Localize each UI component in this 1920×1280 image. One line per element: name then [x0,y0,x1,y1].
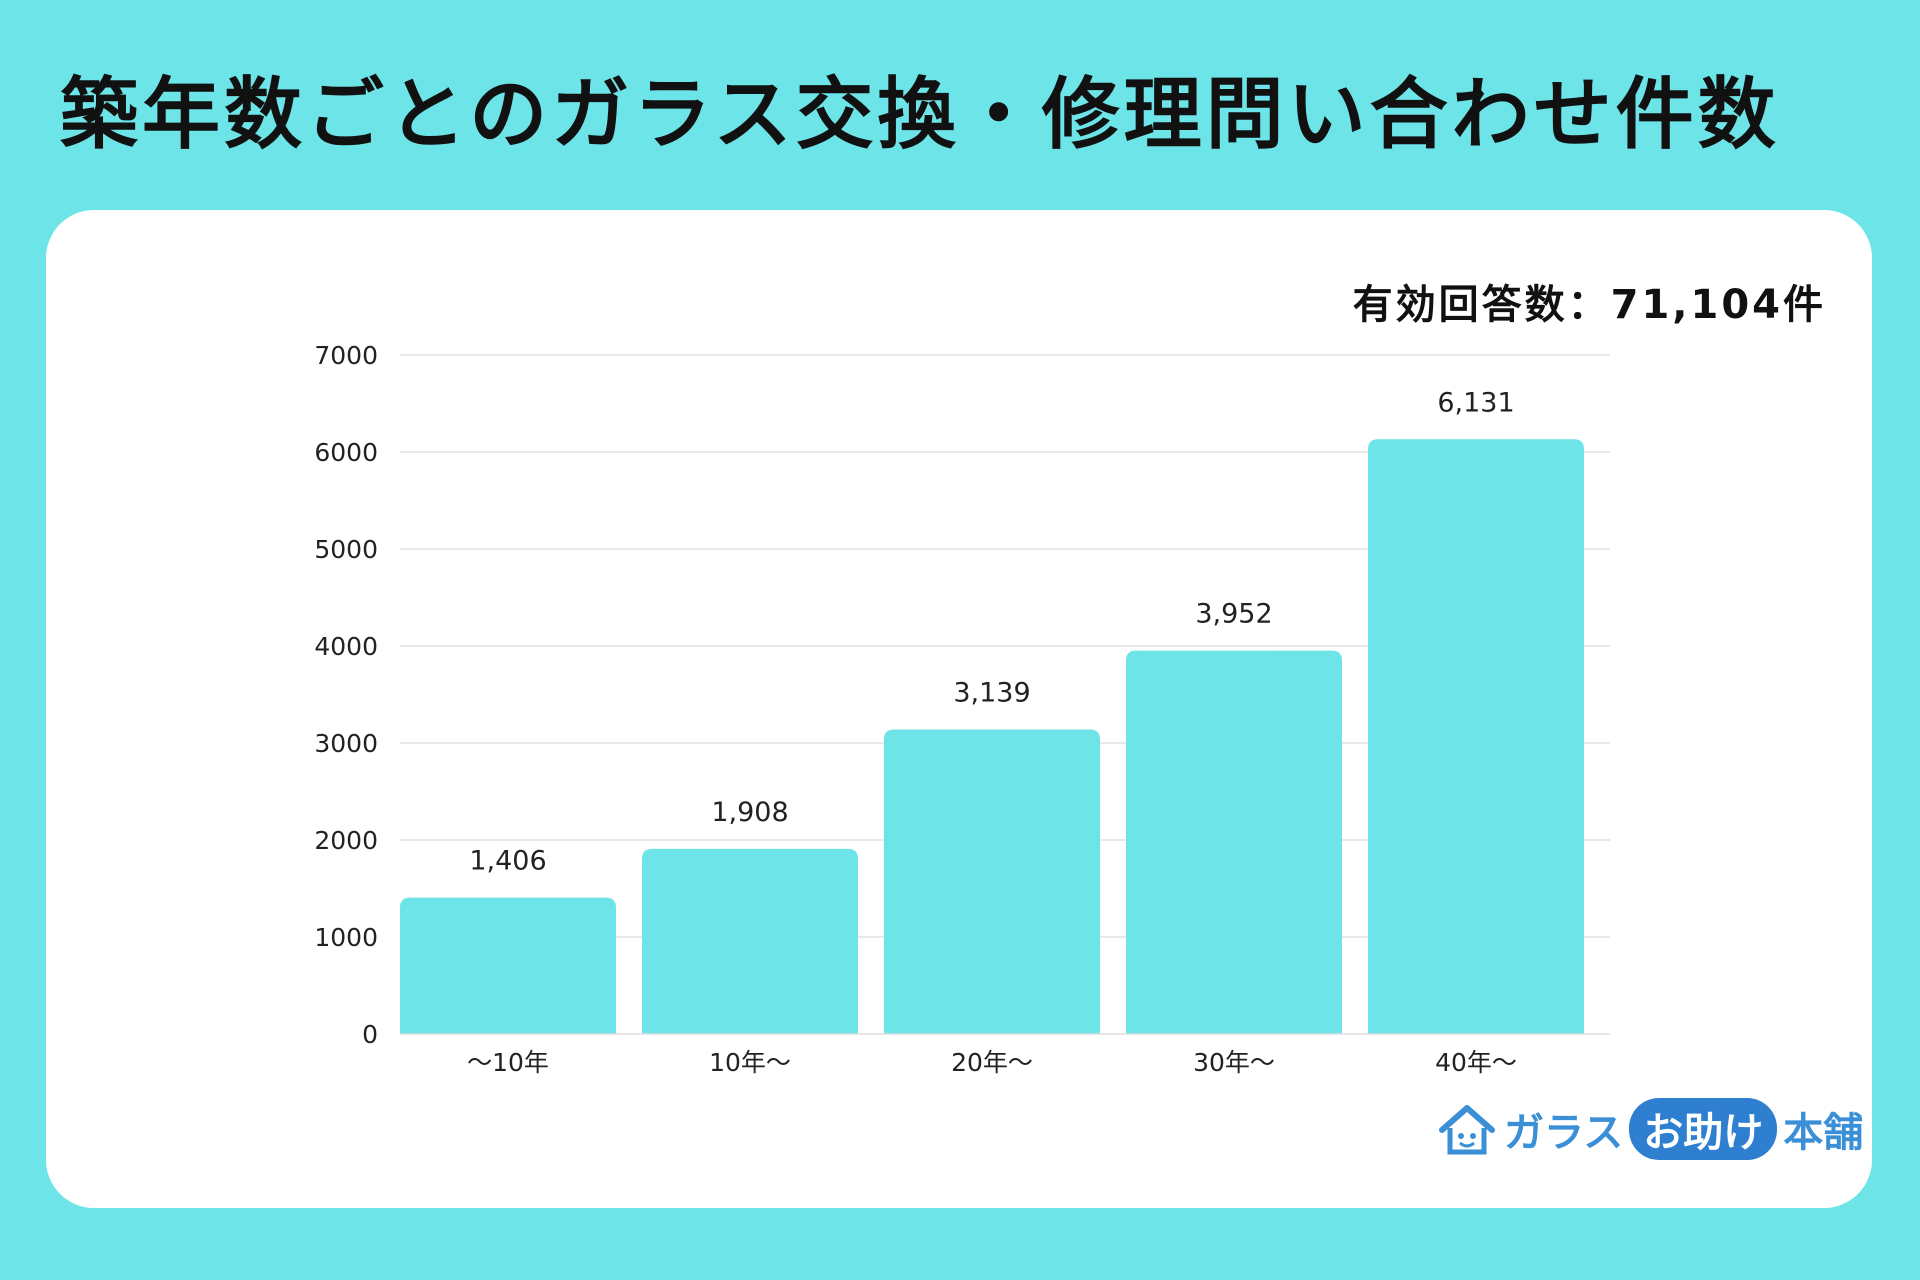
y-tick-label: 7000 [314,341,378,370]
x-tick-label: 30年～ [1193,1048,1275,1077]
bar-chart: 0 1000 2000 3000 4000 5000 6000 7000 1,406 ～10年 1,… [314,341,1610,1077]
y-tick-label: 4000 [314,632,378,661]
x-tick-label: 10年～ [709,1048,791,1077]
x-tick-label: 40年～ [1435,1048,1517,1077]
y-tick-label: 2000 [314,826,378,855]
data-label: 1,908 [711,797,788,828]
chart-card: 有効回答数：71,104件 0 1000 2000 3000 4000 5000 6000 7… [46,210,1872,1208]
y-tick-label: 5000 [314,535,378,564]
bar [400,897,616,1034]
y-tick-label: 6000 [314,438,378,467]
y-tick-label: 3000 [314,729,378,758]
bar [884,729,1100,1034]
brand-logo: ガラス お助け 本舗 [1436,1098,1863,1160]
logo-text-otasuke: お助け [1629,1098,1778,1160]
y-tick-label: 1000 [314,923,378,952]
valid-responses-label: 有効回答数：71,104件 [1352,282,1826,328]
data-label: 6,131 [1437,387,1514,418]
page-title: 築年数ごとのガラス交換・修理問い合わせ件数 [60,70,1780,160]
data-label: 3,139 [953,678,1030,709]
bar [642,848,858,1034]
x-tick-label: 20年～ [951,1048,1033,1077]
logo-text-honpo: 本舗 [1783,1110,1864,1156]
logo-text-glass: ガラス [1504,1110,1624,1156]
x-tick-label: ～10年 [467,1048,549,1077]
bar [1368,439,1584,1035]
data-label: 3,952 [1195,599,1272,630]
data-label: 1,406 [469,846,546,877]
y-tick-label: 0 [362,1020,378,1049]
bar [1126,650,1342,1034]
house-face-icon [1439,1105,1495,1155]
